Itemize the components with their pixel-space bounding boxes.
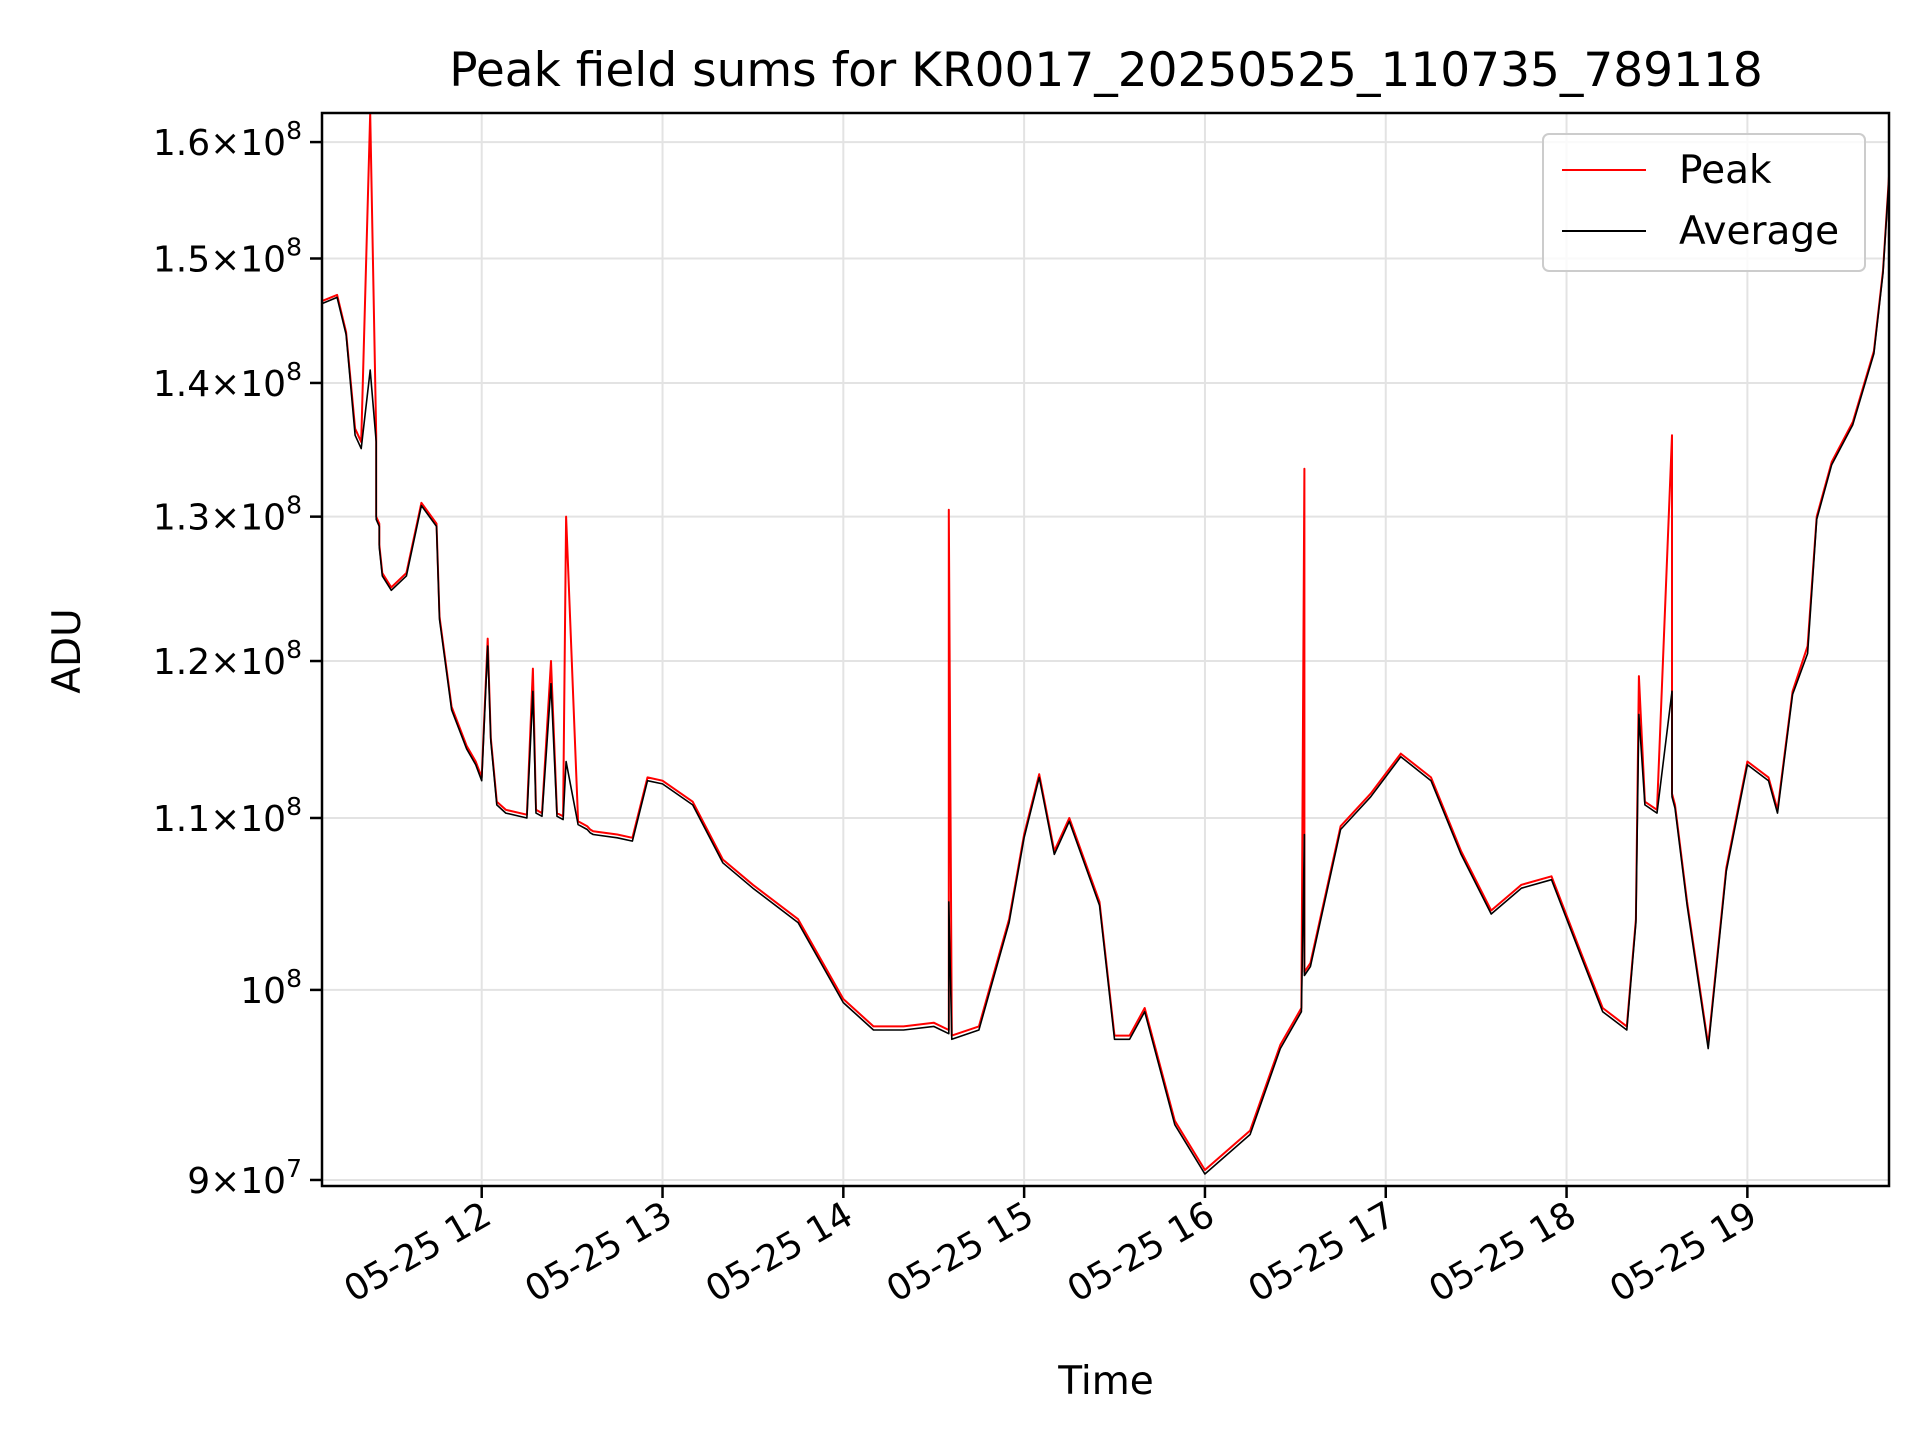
series-layer	[321, 112, 1890, 1175]
y-tick-label: 1.3×108	[153, 491, 302, 539]
y-tick-label: 108	[240, 964, 302, 1012]
legend-label-peak: Peak	[1679, 148, 1772, 193]
legend: Peak Average	[1542, 133, 1866, 272]
y-tick-label: 1.1×108	[153, 792, 302, 840]
y-axis-label: ADU	[45, 608, 90, 693]
legend-box	[1542, 133, 1866, 272]
y-tick-label: 1.4×108	[153, 357, 302, 405]
series-line-average	[321, 178, 1890, 1175]
y-tick-label: 1.5×108	[153, 232, 302, 280]
legend-label-average: Average	[1679, 209, 1839, 254]
y-tick-label: 1.2×108	[153, 635, 302, 683]
x-axis-label: Time	[1057, 1359, 1153, 1404]
y-tick-label: 9×107	[187, 1154, 302, 1202]
y-tick-label: 1.6×108	[153, 116, 302, 164]
chart-title: Peak field sums for KR0017_20250525_1107…	[449, 43, 1763, 98]
plot-frame	[320, 111, 1891, 1188]
grid-layer	[322, 113, 1889, 1186]
